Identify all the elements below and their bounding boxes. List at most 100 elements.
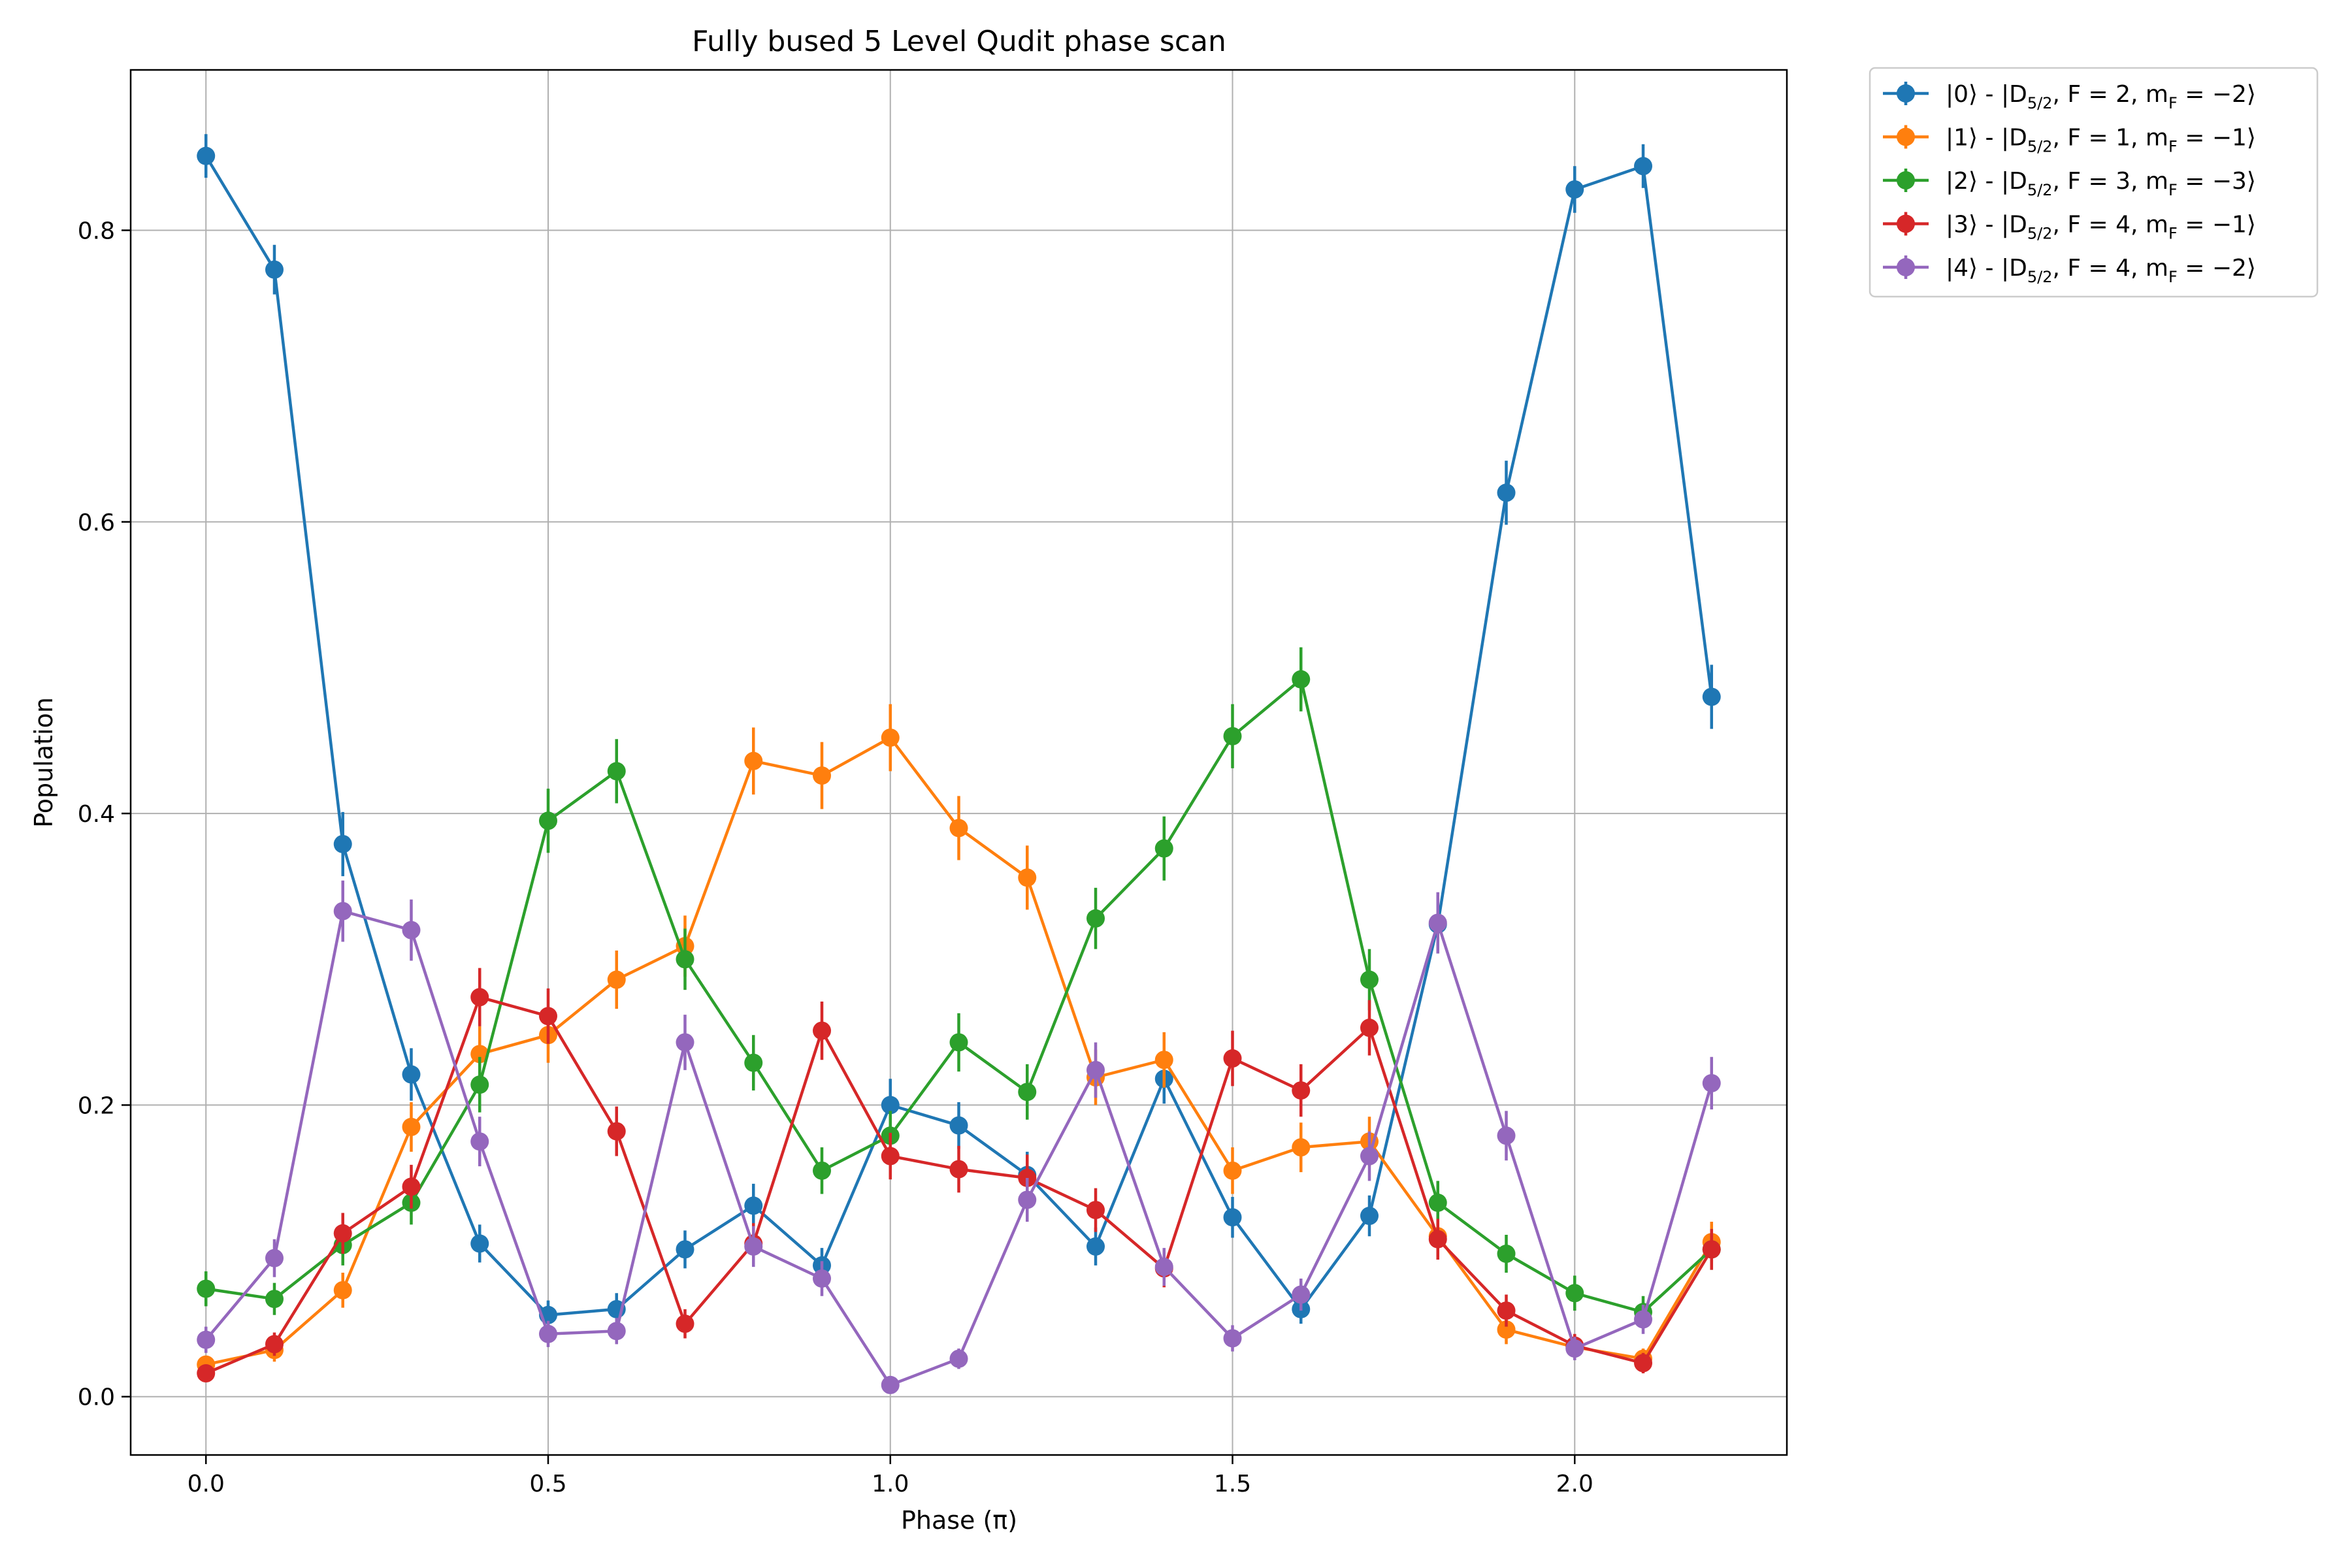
chart-title: Fully bused 5 Level Qudit phase scan: [692, 25, 1226, 58]
data-point: [1018, 868, 1037, 887]
data-point: [1702, 1073, 1721, 1092]
data-point: [197, 1364, 216, 1383]
x-tick-label: 1.0: [872, 1471, 909, 1497]
data-point: [881, 728, 900, 747]
data-point: [1223, 1329, 1242, 1348]
data-point: [881, 1096, 900, 1115]
data-point: [676, 1315, 694, 1333]
x-tick-label: 0.5: [529, 1471, 566, 1497]
data-point: [538, 811, 557, 830]
y-axis-ticks: 0.0 0.2 0.4 0.6 0.8: [78, 218, 131, 1411]
data-point: [949, 1116, 968, 1135]
data-point: [265, 1290, 284, 1309]
data-point: [607, 762, 626, 781]
legend-entry: |0⟩ - |D5/2, F = 2, mF = −2⟩: [1883, 81, 2256, 112]
data-point: [470, 1132, 489, 1151]
data-point: [1497, 1320, 1516, 1339]
data-point: [265, 260, 284, 279]
data-point: [812, 1269, 831, 1288]
data-point: [744, 1237, 763, 1256]
data-point: [1223, 727, 1242, 745]
legend-label: |4⟩ - |D5/2, F = 4, mF = −2⟩: [1946, 255, 2256, 286]
data-point: [333, 1281, 352, 1299]
data-point: [1497, 1126, 1516, 1145]
data-point: [676, 1240, 694, 1259]
data-point: [1634, 1310, 1653, 1329]
data-point: [607, 1322, 626, 1341]
data-point: [470, 1234, 489, 1253]
legend-label: |3⟩ - |D5/2, F = 4, mF = −1⟩: [1946, 212, 2256, 243]
legend: |0⟩ - |D5/2, F = 2, mF = −2⟩ |1⟩ - |D5/2,…: [1869, 67, 2319, 298]
data-point: [1154, 1051, 1173, 1070]
data-point: [607, 970, 626, 989]
data-point: [812, 1021, 831, 1040]
data-point: [1428, 913, 1447, 932]
data-point: [197, 146, 216, 165]
data-point: [1154, 839, 1173, 858]
data-point: [1223, 1208, 1242, 1227]
legend-marker: [1897, 258, 1915, 276]
legend-entry: |3⟩ - |D5/2, F = 4, mF = −1⟩: [1883, 212, 2256, 243]
data-point: [1428, 1193, 1447, 1212]
legend-marker: [1897, 214, 1915, 233]
data-point: [744, 1196, 763, 1215]
legend-label: |1⟩ - |D5/2, F = 1, mF = −1⟩: [1946, 125, 2256, 156]
data-point: [1497, 1301, 1516, 1320]
data-point: [1634, 157, 1653, 176]
data-point: [402, 921, 421, 939]
data-point: [1565, 180, 1584, 199]
data-point: [333, 834, 352, 853]
data-point: [1497, 483, 1516, 502]
legend-entry: |1⟩ - |D5/2, F = 1, mF = −1⟩: [1883, 125, 2256, 156]
series-layer: [197, 134, 1721, 1394]
data-point: [402, 1117, 421, 1136]
data-point: [333, 1224, 352, 1243]
data-point: [1086, 909, 1105, 928]
data-point: [1702, 1240, 1721, 1259]
data-point: [949, 819, 968, 838]
data-point: [197, 1330, 216, 1349]
data-point: [881, 1375, 900, 1394]
data-point: [470, 1045, 489, 1064]
legend-entry: |4⟩ - |D5/2, F = 4, mF = −2⟩: [1883, 255, 2256, 286]
data-point: [1223, 1049, 1242, 1068]
data-point: [1086, 1237, 1105, 1256]
data-point: [402, 1065, 421, 1084]
data-point: [1154, 1258, 1173, 1277]
data-point: [812, 1161, 831, 1180]
data-point: [949, 1349, 968, 1368]
data-point: [1292, 1285, 1311, 1304]
data-point: [949, 1033, 968, 1052]
data-point: [1360, 970, 1379, 989]
data-point: [470, 988, 489, 1007]
x-axis-label: Phase (π): [901, 1506, 1017, 1535]
data-point: [744, 1053, 763, 1072]
data-point: [1428, 1230, 1447, 1249]
data-point: [676, 950, 694, 969]
data-point: [265, 1249, 284, 1267]
data-point: [1565, 1284, 1584, 1303]
y-axis-label: Population: [29, 697, 58, 828]
data-point: [1018, 1083, 1037, 1102]
data-point: [607, 1122, 626, 1141]
data-point: [1086, 1201, 1105, 1220]
axes-frame: [129, 69, 1788, 1456]
x-axis-ticks: 0.0 0.5 1.0 1.5 2.0: [188, 1455, 1593, 1497]
data-point: [538, 1007, 557, 1026]
legend-box: [1869, 67, 2319, 298]
legend-marker: [1897, 84, 1915, 103]
y-tick-label: 0.2: [78, 1092, 115, 1119]
data-point: [1634, 1354, 1653, 1373]
series-0: [197, 134, 1721, 1330]
data-point: [676, 1033, 694, 1052]
legend-marker: [1897, 171, 1915, 189]
data-point: [470, 1075, 489, 1094]
y-tick-label: 0.0: [78, 1384, 115, 1411]
data-point: [1702, 687, 1721, 706]
data-point: [881, 1147, 900, 1166]
data-point: [1360, 1147, 1379, 1166]
data-point: [1223, 1161, 1242, 1180]
data-point: [1018, 1190, 1037, 1209]
data-point: [1360, 1019, 1379, 1037]
